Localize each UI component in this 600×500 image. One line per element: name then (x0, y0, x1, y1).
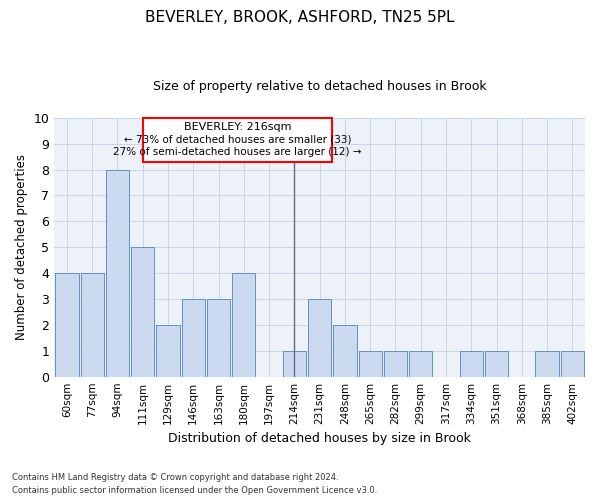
Bar (157, 325, 179, 376)
Bar (55, 273, 79, 376)
Bar (535, 351, 559, 376)
Bar (308, 299, 331, 376)
Bar (283, 351, 306, 376)
Bar (182, 299, 205, 376)
Text: BEVERLEY: 216sqm: BEVERLEY: 216sqm (184, 122, 291, 132)
Text: Contains HM Land Registry data © Crown copyright and database right 2024.
Contai: Contains HM Land Registry data © Crown c… (12, 474, 377, 495)
Bar (409, 351, 433, 376)
Bar (359, 351, 382, 376)
Bar (333, 325, 356, 376)
Bar (485, 351, 508, 376)
Bar (561, 351, 584, 376)
Title: Size of property relative to detached houses in Brook: Size of property relative to detached ho… (153, 80, 487, 93)
FancyBboxPatch shape (143, 118, 332, 162)
X-axis label: Distribution of detached houses by size in Brook: Distribution of detached houses by size … (168, 432, 471, 445)
Text: BEVERLEY, BROOK, ASHFORD, TN25 5PL: BEVERLEY, BROOK, ASHFORD, TN25 5PL (145, 10, 455, 25)
Bar (106, 170, 129, 376)
Bar (460, 351, 483, 376)
Bar (80, 273, 104, 376)
Bar (232, 273, 256, 376)
Bar (384, 351, 407, 376)
Y-axis label: Number of detached properties: Number of detached properties (15, 154, 28, 340)
Text: ← 73% of detached houses are smaller (33): ← 73% of detached houses are smaller (33… (124, 135, 351, 145)
Bar (131, 247, 154, 376)
Text: 27% of semi-detached houses are larger (12) →: 27% of semi-detached houses are larger (… (113, 147, 362, 157)
Bar (207, 299, 230, 376)
